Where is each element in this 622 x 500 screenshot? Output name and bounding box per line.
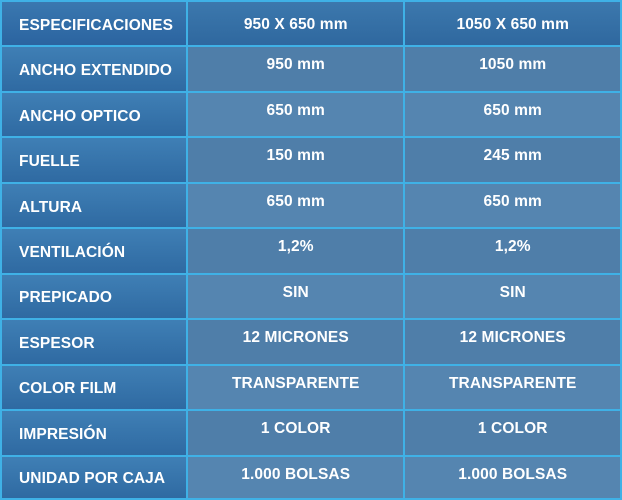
table-row: COLOR FILM TRANSPARENTE TRANSPARENTE xyxy=(0,363,622,410)
row-value-a: 1 COLOR xyxy=(260,420,331,438)
row-label-cell: ALTURA xyxy=(0,181,186,228)
row-label: VENTILACIÓN xyxy=(19,243,126,261)
row-value-b-cell: 1,2% xyxy=(403,227,622,273)
table-row: ALTURA 650 mm 650 mm xyxy=(0,181,622,228)
table-row: ANCHO OPTICO 650 mm 650 mm xyxy=(0,90,622,137)
table-row: VENTILACIÓN 1,2% 1,2% xyxy=(0,227,622,273)
row-value-b-cell: 1.000 BOLSAS xyxy=(403,454,622,500)
row-value-a: 150 mm xyxy=(266,147,325,165)
row-label-cell: VENTILACIÓN xyxy=(0,227,186,273)
row-value-a-cell: 650 mm xyxy=(185,181,404,228)
row-value-a: 650 mm xyxy=(266,101,325,119)
row-label: ALTURA xyxy=(19,198,83,216)
row-value-a-cell: 150 mm xyxy=(185,136,404,182)
row-label-cell: PREPICADO xyxy=(0,272,186,319)
row-value-b: TRANSPARENTE xyxy=(448,374,577,392)
header-label: ESPECIFICACIONES xyxy=(19,16,174,34)
row-value-b-cell: 245 mm xyxy=(403,136,622,182)
row-value-a-cell: TRANSPARENTE xyxy=(185,363,404,410)
row-value-a-cell: 1,2% xyxy=(185,227,404,273)
row-value-a-cell: 12 MICRONES xyxy=(185,318,404,364)
row-label-cell: FUELLE xyxy=(0,136,186,182)
row-value-a: 650 mm xyxy=(266,192,325,210)
table-row: IMPRESIÓN 1 COLOR 1 COLOR xyxy=(0,409,622,455)
row-value-b: 1.000 BOLSAS xyxy=(458,465,568,483)
row-label: PREPICADO xyxy=(19,289,113,307)
row-value-b: SIN xyxy=(499,283,526,301)
row-label: ANCHO OPTICO xyxy=(19,107,141,125)
row-value-b: 12 MICRONES xyxy=(459,329,566,347)
row-label: FUELLE xyxy=(19,153,80,171)
table-row: ESPESOR 12 MICRONES 12 MICRONES xyxy=(0,318,622,364)
row-value-a: 12 MICRONES xyxy=(242,329,349,347)
row-value-a: SIN xyxy=(282,283,309,301)
row-value-a-cell: 950 mm xyxy=(185,45,404,91)
header-col-a: 950 X 650 mm xyxy=(243,15,348,33)
row-value-b: 1 COLOR xyxy=(477,420,548,438)
row-value-a: 950 mm xyxy=(266,56,325,74)
row-value-b: 650 mm xyxy=(483,101,542,119)
row-label-cell: ANCHO OPTICO xyxy=(0,90,186,137)
row-value-b-cell: 650 mm xyxy=(403,90,622,137)
row-value-b-cell: SIN xyxy=(403,272,622,319)
row-label-cell: ANCHO EXTENDIDO xyxy=(0,45,186,91)
row-value-a-cell: 1 COLOR xyxy=(185,409,404,455)
header-col-b: 1050 X 650 mm xyxy=(456,15,569,33)
row-value-b-cell: 1 COLOR xyxy=(403,409,622,455)
table-row: ANCHO EXTENDIDO 950 mm 1050 mm xyxy=(0,45,622,91)
table-row: UNIDAD POR CAJA 1.000 BOLSAS 1.000 BOLSA… xyxy=(0,454,622,500)
row-value-b: 1,2% xyxy=(494,238,531,256)
row-value-a: 1,2% xyxy=(277,238,314,256)
row-value-b-cell: 650 mm xyxy=(403,181,622,228)
header-label-cell: ESPECIFICACIONES xyxy=(0,0,186,46)
row-value-b-cell: TRANSPARENTE xyxy=(403,363,622,410)
row-value-a-cell: 1.000 BOLSAS xyxy=(185,454,404,500)
row-label-cell: COLOR FILM xyxy=(0,363,186,410)
table-row: FUELLE 150 mm 245 mm xyxy=(0,136,622,182)
row-label: ANCHO EXTENDIDO xyxy=(19,62,173,80)
row-label: IMPRESIÓN xyxy=(19,425,107,443)
row-label: COLOR FILM xyxy=(19,380,117,398)
row-label-cell: ESPESOR xyxy=(0,318,186,364)
row-value-b: 245 mm xyxy=(483,147,542,165)
table-header-row: ESPECIFICACIONES 950 X 650 mm 1050 X 650… xyxy=(0,0,622,46)
row-label: ESPESOR xyxy=(19,334,95,352)
row-value-a: TRANSPARENTE xyxy=(231,374,360,392)
row-label: UNIDAD POR CAJA xyxy=(19,470,166,488)
row-label-cell: UNIDAD POR CAJA xyxy=(0,454,186,500)
header-col-b-cell: 1050 X 650 mm xyxy=(403,0,622,46)
row-value-a-cell: SIN xyxy=(185,272,404,319)
row-label-cell: IMPRESIÓN xyxy=(0,409,186,455)
header-col-a-cell: 950 X 650 mm xyxy=(185,0,404,46)
row-value-b-cell: 1050 mm xyxy=(403,45,622,91)
table-row: PREPICADO SIN SIN xyxy=(0,272,622,319)
row-value-b: 1050 mm xyxy=(479,56,547,74)
row-value-a-cell: 650 mm xyxy=(185,90,404,137)
row-value-b-cell: 12 MICRONES xyxy=(403,318,622,364)
row-value-b: 650 mm xyxy=(483,192,542,210)
row-value-a: 1.000 BOLSAS xyxy=(241,465,351,483)
